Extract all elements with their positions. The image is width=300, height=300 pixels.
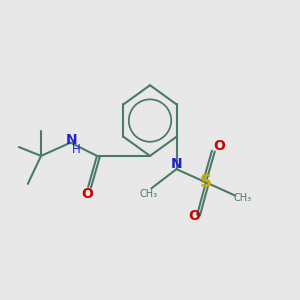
Text: N: N: [171, 157, 182, 171]
Text: O: O: [188, 209, 200, 223]
Text: N: N: [66, 133, 78, 147]
Text: H: H: [72, 143, 81, 157]
Text: O: O: [213, 139, 225, 153]
Text: S: S: [200, 173, 212, 191]
Text: CH₃: CH₃: [234, 193, 252, 203]
Text: O: O: [81, 187, 93, 201]
Text: CH₃: CH₃: [140, 189, 158, 199]
